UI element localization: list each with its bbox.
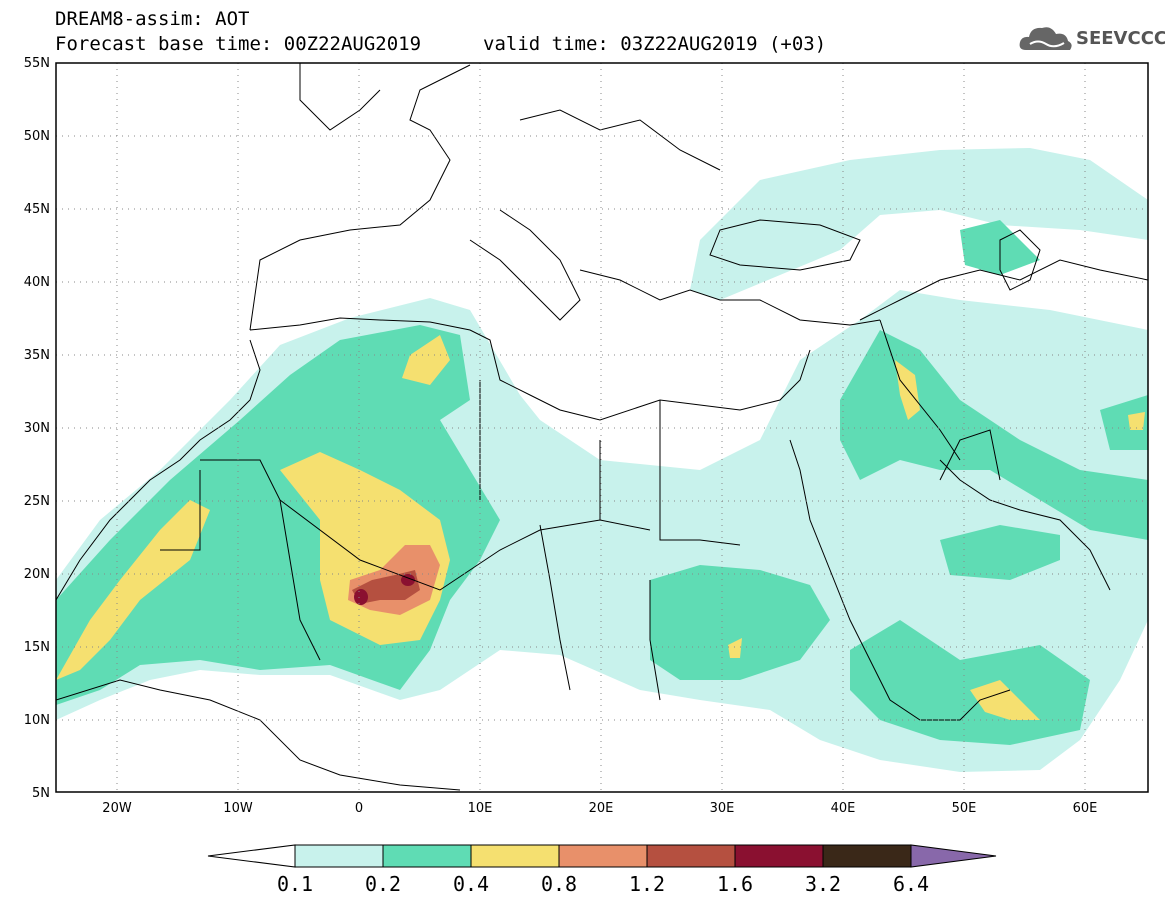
lat-label: 5N <box>32 786 50 801</box>
latitude-labels: 5N 10N 15N 20N 25N 30N 35N 40N 45N 50N 5… <box>24 56 50 801</box>
lon-label: 10W <box>223 801 253 816</box>
lat-label: 15N <box>24 640 50 655</box>
lat-label: 20N <box>24 567 50 582</box>
lat-label: 30N <box>24 421 50 436</box>
colorbar-box <box>734 844 824 868</box>
colorbar-box <box>382 844 472 868</box>
lon-label: 60E <box>1073 801 1098 816</box>
map-title: DREAM8-assim: AOT <box>55 8 250 30</box>
dust-fields <box>56 63 1148 792</box>
colorbar-label: 1.2 <box>629 872 665 896</box>
longitude-labels: 20W 10W 0 10E 20E 30E 40E 50E 60E <box>102 801 1097 816</box>
colorbar-low-arrow <box>207 844 296 868</box>
colorbar-high-arrow <box>910 844 997 868</box>
lat-label: 55N <box>24 56 50 71</box>
colorbar-label: 0.2 <box>365 872 401 896</box>
lat-label: 25N <box>24 494 50 509</box>
lat-label: 45N <box>24 202 50 217</box>
colorbar-label: 6.4 <box>893 872 929 896</box>
colorbar-box <box>294 844 384 868</box>
colorbar-label: 0.4 <box>453 872 489 896</box>
forecast-base-time: Forecast base time: 00Z22AUG2019 <box>55 33 422 55</box>
cloud-icon <box>1019 27 1072 50</box>
colorbar-box <box>646 844 736 868</box>
colorbar-box <box>558 844 648 868</box>
lon-label: 40E <box>831 801 856 816</box>
lon-label: 20E <box>589 801 614 816</box>
coastlines <box>56 63 1148 791</box>
colorbar: 0.1 0.2 0.4 0.8 1.2 1.6 3.2 6.4 <box>207 844 997 896</box>
colorbar-label: 0.1 <box>277 872 313 896</box>
seevccc-logo: SEEVCCC <box>1018 22 1165 56</box>
logo-text: SEEVCCC <box>1076 28 1165 49</box>
colorbar-box <box>822 844 912 868</box>
lon-label: 30E <box>710 801 735 816</box>
colorbar-label: 0.8 <box>541 872 577 896</box>
lat-label: 10N <box>24 713 50 728</box>
lat-label: 35N <box>24 348 50 363</box>
valid-time: valid time: 03Z22AUG2019 (+03) <box>483 33 827 55</box>
map-frame <box>55 62 1149 793</box>
lon-label: 10E <box>468 801 493 816</box>
colorbar-box <box>470 844 560 868</box>
colorbar-label: 1.6 <box>717 872 753 896</box>
lon-label: 20W <box>102 801 132 816</box>
lat-label: 50N <box>24 129 50 144</box>
lon-label: 0 <box>355 801 363 816</box>
gridlines <box>56 63 1148 792</box>
colorbar-label: 3.2 <box>805 872 841 896</box>
lon-label: 50E <box>952 801 977 816</box>
lat-label: 40N <box>24 275 50 290</box>
